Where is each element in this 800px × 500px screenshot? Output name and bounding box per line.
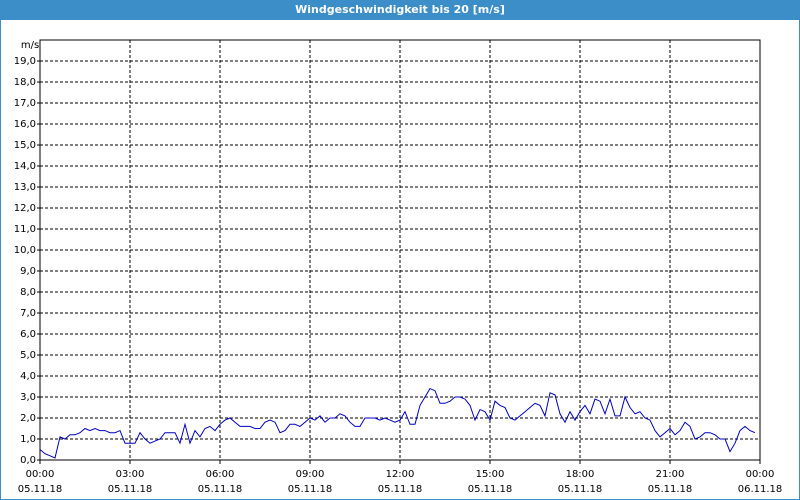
x-tick-date: 05.11.18 <box>108 484 153 495</box>
x-tick-date: 05.11.18 <box>558 484 603 495</box>
y-tick-label: 6,0 <box>20 329 36 340</box>
x-tick-date: 06.11.18 <box>738 484 783 495</box>
x-tick-label: 00:00 <box>26 469 55 480</box>
data-line <box>39 387 756 459</box>
y-tick-label: 15,0 <box>14 140 36 151</box>
y-tick-label: 7,0 <box>20 308 36 319</box>
y-tick-label: 2,0 <box>20 413 36 424</box>
x-tick-date: 05.11.18 <box>378 484 423 495</box>
x-tick-date: 05.11.18 <box>198 484 243 495</box>
x-tick-label: 00:00 <box>746 469 775 480</box>
x-tick-date: 05.11.18 <box>648 484 693 495</box>
x-tick-date: 05.11.18 <box>288 484 333 495</box>
y-tick-label: 16,0 <box>14 119 36 130</box>
y-tick-label: 19,0 <box>14 56 36 67</box>
y-tick-label: 18,0 <box>14 77 36 88</box>
y-tick-label: 1,0 <box>20 434 36 445</box>
x-tick-label: 21:00 <box>656 469 685 480</box>
x-tick-label: 12:00 <box>386 469 415 480</box>
x-tick-label: 06:00 <box>206 469 235 480</box>
x-tick-date: 05.11.18 <box>468 484 513 495</box>
plot-border <box>39 39 761 461</box>
y-tick-label: 11,0 <box>14 224 36 235</box>
y-tick-label: 13,0 <box>14 182 36 193</box>
x-tick-label: 18:00 <box>566 469 595 480</box>
x-tick-label: 09:00 <box>296 469 325 480</box>
y-tick-label: 9,0 <box>20 266 36 277</box>
y-tick-label: 5,0 <box>20 350 36 361</box>
y-tick-label: 3,0 <box>20 392 36 403</box>
y-tick-label: 0,0 <box>20 455 36 466</box>
y-tick-label: 8,0 <box>20 287 36 298</box>
y-tick-label: 10,0 <box>14 245 36 256</box>
y-tick-label: 14,0 <box>14 161 36 172</box>
y-tick-label: 4,0 <box>20 371 36 382</box>
x-tick-label: 15:00 <box>476 469 505 480</box>
x-tick-label: 03:00 <box>116 469 145 480</box>
x-tick-date: 05.11.18 <box>18 484 63 495</box>
y-tick-label: 17,0 <box>14 98 36 109</box>
y-axis-unit: m/s <box>21 40 39 51</box>
title-bar <box>0 0 800 20</box>
y-tick-label: 12,0 <box>14 203 36 214</box>
chart-title: Windgeschwindigkeit bis 20 [m/s] <box>295 3 505 16</box>
